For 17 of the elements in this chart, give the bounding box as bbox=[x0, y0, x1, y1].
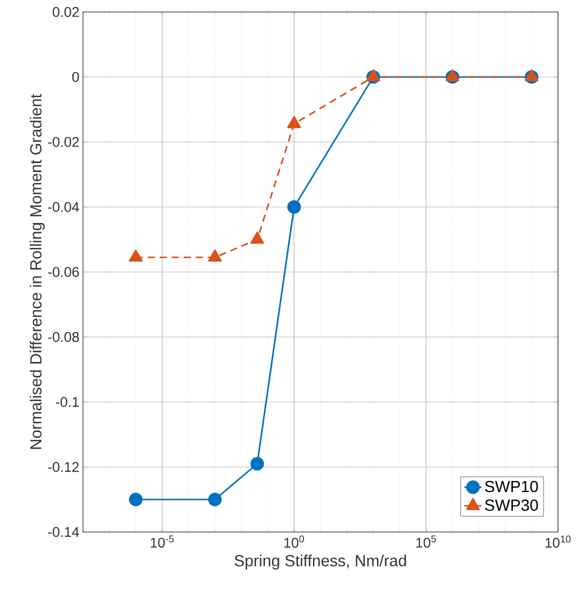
x-tick-label: 10$^{0}$ bbox=[284, 536, 304, 548]
y-tick-label: -0.08 bbox=[48, 332, 79, 342]
legend-label: SWP30 bbox=[485, 500, 538, 511]
y-tick-label: 0.02 bbox=[52, 7, 79, 17]
x-tick-label: 10$^{5}$ bbox=[416, 536, 436, 548]
y-tick-label: -0.12 bbox=[48, 462, 79, 472]
x-tick-label: 10$^{-5}$ bbox=[150, 536, 174, 548]
y-axis-title: Normalised Difference in Rolling Moment Gradient bbox=[30, 94, 45, 449]
y-tick-label: -0.06 bbox=[48, 267, 79, 277]
y-tick-label: -0.02 bbox=[48, 137, 79, 147]
x-axis-title: Spring Stiffness, Nm/rad bbox=[234, 554, 406, 570]
y-tick-label: 0 bbox=[72, 72, 79, 82]
legend-label: SWP10 bbox=[485, 480, 538, 492]
y-tick-label: -0.14 bbox=[48, 527, 80, 537]
x-tick-label: 10$^{10}$ bbox=[546, 536, 571, 548]
y-tick-label: -0.1 bbox=[56, 397, 79, 407]
y-tick-label: -0.04 bbox=[48, 202, 80, 212]
